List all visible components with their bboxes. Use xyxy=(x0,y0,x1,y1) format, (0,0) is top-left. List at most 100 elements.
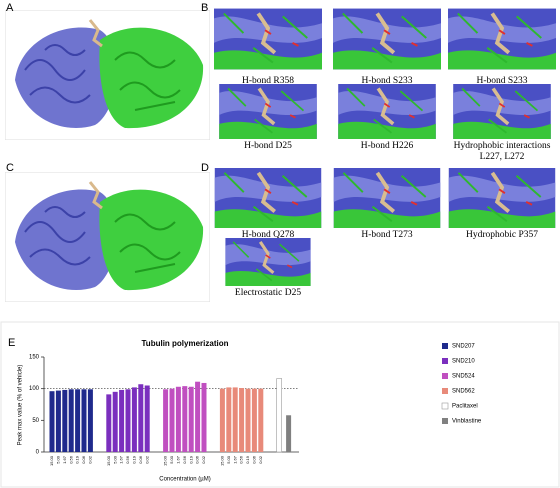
caption: H-bond Q278 xyxy=(242,230,295,240)
y-tick-label: 0 xyxy=(36,450,40,456)
x-tick-label: 5.00 xyxy=(169,455,174,464)
caption: Electrostatic D25 xyxy=(235,288,301,298)
x-tick-label: 1.67 xyxy=(119,455,124,464)
legend-swatch xyxy=(442,388,448,394)
caption: H-bond R358 xyxy=(242,76,294,86)
x-tick-label: 0.06 xyxy=(81,455,86,464)
x-tick-label: 15.00 xyxy=(49,455,54,466)
panel-label: B xyxy=(201,2,208,14)
x-tick-label: 0.06 xyxy=(251,455,256,464)
x-tick-label: 1.67 xyxy=(232,455,237,464)
bar xyxy=(49,391,55,452)
docking-image xyxy=(448,9,556,70)
legend-label: Vinblastine xyxy=(452,419,482,425)
bar xyxy=(87,389,93,452)
bar xyxy=(232,387,238,452)
legend-swatch xyxy=(442,343,448,349)
x-tick-label: 15.00 xyxy=(219,455,224,466)
bar xyxy=(239,388,245,452)
bar xyxy=(119,389,125,452)
bar xyxy=(276,378,283,453)
caption: H-bond S233 xyxy=(477,76,528,86)
bar xyxy=(286,415,292,452)
caption: Hydrophobic interactions xyxy=(454,141,551,151)
x-tick-label: 0.06 xyxy=(138,455,143,464)
x-tick-label: 15.00 xyxy=(106,455,111,466)
docking-image xyxy=(448,168,556,228)
bar xyxy=(138,384,144,452)
bar xyxy=(81,389,87,452)
panel-label: D xyxy=(201,162,209,174)
legend-swatch xyxy=(442,373,448,379)
x-tick-label: 0.02 xyxy=(87,455,92,464)
bar xyxy=(75,389,81,452)
legend-swatch xyxy=(442,358,448,364)
bar xyxy=(62,389,68,452)
bar xyxy=(106,394,112,452)
caption: H-bond T273 xyxy=(361,230,413,240)
bar xyxy=(68,389,74,452)
legend-label: SND207 xyxy=(452,344,475,350)
docking-image xyxy=(214,9,322,70)
bar xyxy=(195,381,201,452)
y-tick-label: 50 xyxy=(32,418,39,424)
x-axis-label: Concentration (µM) xyxy=(159,477,210,483)
caption: H-bond H226 xyxy=(361,141,414,151)
x-tick-label: 1.67 xyxy=(175,455,180,464)
bar xyxy=(144,385,150,452)
caption: H-bond D25 xyxy=(244,141,292,151)
x-tick-label: 0.19 xyxy=(131,455,136,464)
y-tick-label: 100 xyxy=(29,386,40,392)
bar xyxy=(245,388,251,452)
bar xyxy=(226,387,232,452)
chart-frame xyxy=(0,321,560,488)
x-tick-label: 0.02 xyxy=(144,455,149,464)
y-axis-label: Peak max value (% of vehicle) xyxy=(18,365,24,446)
bar xyxy=(251,388,257,452)
x-tick-label: 0.02 xyxy=(258,455,263,464)
x-tick-label: 0.19 xyxy=(245,455,250,464)
caption: Hydrophobic P357 xyxy=(466,230,538,240)
docking-image xyxy=(336,84,438,139)
docking-image xyxy=(333,9,441,70)
x-tick-label: 5.00 xyxy=(55,455,60,464)
x-tick-label: 0.06 xyxy=(195,455,200,464)
bar xyxy=(201,382,207,452)
legend-swatch xyxy=(442,418,448,424)
bar xyxy=(112,391,118,452)
legend-label: SND210 xyxy=(452,359,475,365)
x-tick-label: 0.56 xyxy=(68,455,73,464)
y-tick-label: 150 xyxy=(29,355,40,361)
x-tick-label: 0.56 xyxy=(125,455,130,464)
bar xyxy=(258,388,264,452)
panel-label: A xyxy=(6,2,14,14)
x-tick-label: 15.00 xyxy=(163,455,168,466)
x-tick-label: 5.00 xyxy=(226,455,231,464)
x-tick-label: 5.00 xyxy=(112,455,117,464)
docking-image xyxy=(214,168,322,228)
bar xyxy=(169,388,175,452)
x-tick-label: 0.56 xyxy=(239,455,244,464)
legend-label: SND562 xyxy=(452,389,475,395)
bar xyxy=(188,386,194,452)
bar xyxy=(55,390,61,452)
x-tick-label: 0.02 xyxy=(201,455,206,464)
protein-structure xyxy=(5,10,210,140)
x-tick-label: 0.19 xyxy=(188,455,193,464)
chart-title: Tubulin polymerization xyxy=(142,339,229,348)
panel-label: E xyxy=(8,337,15,349)
x-tick-label: 0.19 xyxy=(75,455,80,464)
x-tick-label: 0.56 xyxy=(182,455,187,464)
x-tick-label: 1.67 xyxy=(62,455,67,464)
docking-image xyxy=(217,84,319,139)
panel-label: C xyxy=(6,162,14,174)
bar xyxy=(175,386,181,452)
legend-swatch xyxy=(441,402,449,410)
legend-label: Paclitaxel xyxy=(452,404,478,410)
docking-image xyxy=(333,168,441,228)
bar xyxy=(219,388,225,452)
bar xyxy=(163,389,169,452)
caption: H-bond S233 xyxy=(362,76,413,86)
docking-image xyxy=(223,238,313,286)
